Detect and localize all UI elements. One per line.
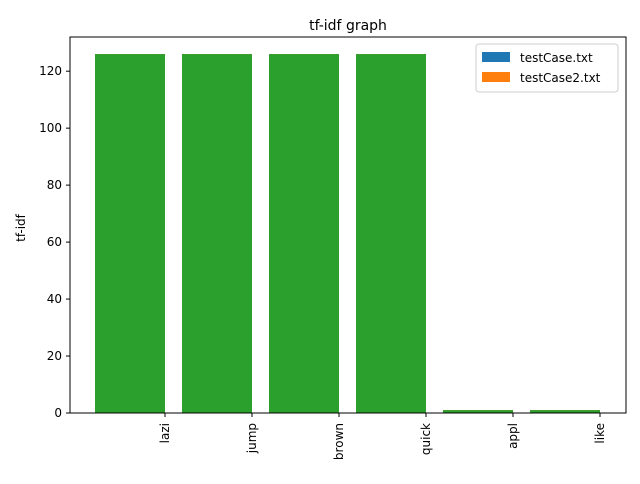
y-tick-label: 120 — [39, 64, 62, 78]
bars-group — [95, 54, 600, 413]
bar-lazi-series-2 — [95, 54, 165, 413]
x-tick-label-jump: jump — [245, 423, 259, 454]
bar-quick-series-2 — [356, 54, 426, 413]
legend-label: testCase.txt — [520, 51, 593, 65]
x-tick-label-lazi: lazi — [158, 423, 172, 443]
y-tick-label: 0 — [54, 406, 62, 420]
legend-swatch — [482, 52, 510, 62]
bar-appl-series-2 — [443, 410, 513, 413]
y-tick-label: 100 — [39, 121, 62, 135]
y-axis: 0 20 40 60 80 100 120 — [39, 64, 70, 420]
legend: testCase.txt testCase2.txt — [475, 43, 619, 93]
y-tick-label: 20 — [47, 349, 62, 363]
x-tick-label-brown: brown — [332, 423, 346, 460]
bar-jump-series-2 — [182, 54, 252, 413]
plot-frame — [69, 36, 627, 414]
y-tick-label: 80 — [47, 178, 62, 192]
y-tick-label: 40 — [47, 292, 62, 306]
x-tick-label-quick: quick — [419, 423, 433, 455]
chart-title: tf-idf graph — [309, 18, 387, 34]
x-axis: lazi jump brown quick appl like — [158, 413, 607, 460]
legend-label: testCase2.txt — [520, 71, 601, 85]
legend-swatch — [482, 72, 510, 82]
x-tick-label-appl: appl — [506, 423, 520, 449]
y-axis-label: tf-idf — [14, 213, 28, 242]
bar-brown-series-2 — [269, 54, 339, 413]
x-tick-label-like: like — [593, 423, 607, 444]
bar-like-series-2 — [530, 410, 600, 413]
legend-frame — [475, 43, 619, 93]
y-tick-label: 60 — [47, 235, 62, 249]
